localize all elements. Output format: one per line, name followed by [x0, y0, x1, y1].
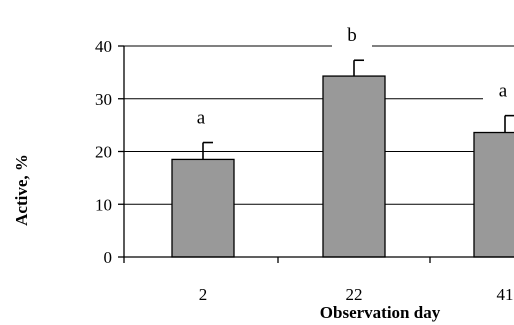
x-tick-label-2: 2 — [199, 285, 208, 304]
significance-letter-41: a — [499, 81, 508, 102]
error-bars — [202, 59, 514, 160]
bar-41 — [473, 131, 514, 258]
significance-letter-22: b — [347, 25, 357, 46]
y-tick-label-40: 40 — [95, 37, 112, 56]
letter-background-41 — [483, 80, 514, 103]
bar-22 — [322, 75, 386, 258]
x-tick-label-22: 22 — [346, 285, 363, 304]
significance-letters: a b a — [181, 25, 514, 130]
letter-background-2 — [181, 107, 221, 130]
y-tick-labels: 0 10 20 30 40 — [95, 37, 112, 267]
x-axis-label: Observation day — [320, 303, 441, 322]
y-tick-label-0: 0 — [104, 248, 113, 267]
bar-2 — [171, 158, 235, 258]
y-axis-label: Active, % — [12, 154, 31, 226]
y-tick-label-30: 30 — [95, 90, 112, 109]
x-tick-labels: 2 22 41 — [199, 285, 514, 304]
y-tick-label-10: 10 — [95, 195, 112, 214]
significance-letter-2: a — [197, 108, 206, 129]
bars — [171, 75, 514, 258]
gridlines — [124, 45, 514, 205]
axes — [118, 45, 514, 263]
x-tick-label-41: 41 — [497, 285, 514, 304]
letter-background-22 — [332, 25, 372, 48]
y-tick-label-20: 20 — [95, 143, 112, 162]
